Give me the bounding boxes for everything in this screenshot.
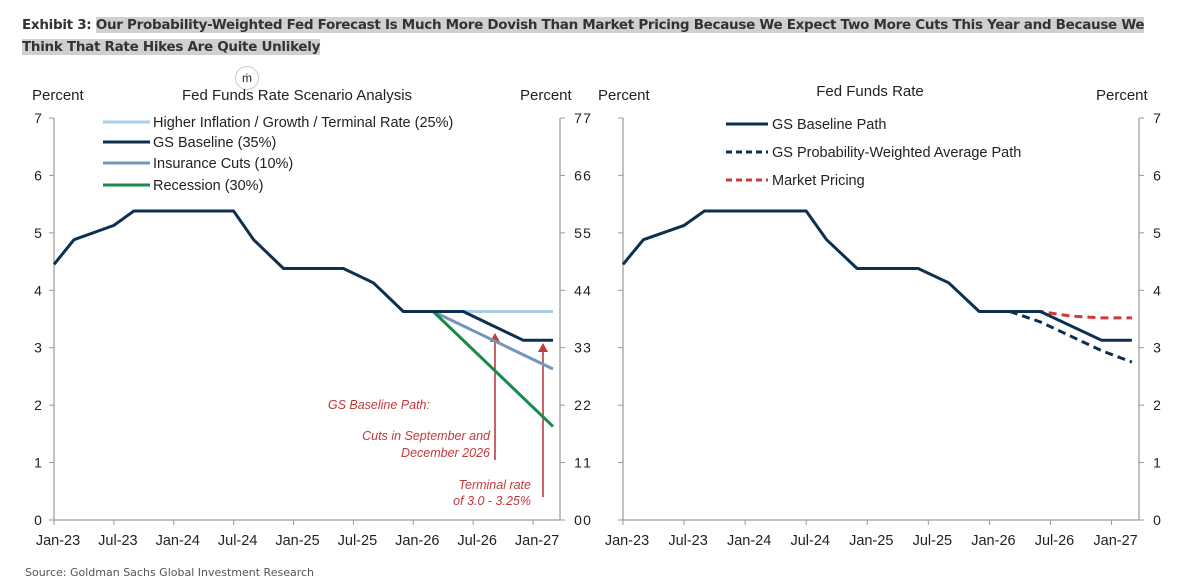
y-tick-label-right: 7 — [574, 110, 582, 126]
series-line-gs-probability-weighted-average-path — [1009, 310, 1133, 364]
series-line-insurance-cuts-10 — [432, 310, 554, 371]
x-tick-label: Jan-24 — [727, 533, 771, 549]
y-tick-label-left: 4 — [34, 282, 42, 298]
y-tick-label-left: 0 — [583, 512, 591, 528]
x-tick-label: Jan-25 — [849, 533, 893, 549]
legend-label: Higher Inflation / Growth / Terminal Rat… — [153, 115, 453, 131]
y-tick-label-right: 1 — [574, 455, 582, 471]
x-tick-label: Jul-24 — [218, 533, 258, 549]
series-line-gs-baseline-path — [621, 209, 1132, 342]
x-tick-label: Jan-23 — [36, 533, 80, 549]
y-tick-label-right: 5 — [1153, 225, 1161, 241]
y-tick-label-left: 2 — [583, 397, 591, 413]
x-tick-label: Jan-24 — [156, 533, 200, 549]
annotation-text: Terminal rate — [459, 478, 532, 492]
y-tick-label-right: 1 — [1153, 455, 1161, 471]
legend-label: GS Baseline (35%) — [153, 135, 276, 151]
annotation-text: of 3.0 - 3.25% — [453, 494, 531, 508]
source-note: Source: Goldman Sachs Global Investment … — [25, 566, 315, 579]
chart-title: Fed Funds Rate — [816, 83, 924, 100]
x-tick-label: Jul-25 — [913, 533, 953, 549]
x-tick-label: Jan-26 — [395, 533, 439, 549]
y-tick-label-right: 5 — [574, 225, 582, 241]
x-tick-label: Jul-23 — [668, 533, 708, 549]
y-axis-label-right: Percent — [1096, 87, 1149, 104]
exhibit-label: Exhibit 3: — [22, 17, 92, 33]
y-axis-label-right: Percent — [520, 87, 573, 104]
exhibit-title: Exhibit 3: Our Probability-Weighted Fed … — [22, 14, 1182, 58]
x-tick-label: Jul-24 — [790, 533, 830, 549]
y-tick-label-left: 1 — [34, 455, 42, 471]
x-tick-label: Jan-27 — [515, 533, 559, 549]
y-tick-label-right: 0 — [1153, 512, 1161, 528]
x-tick-label: Jul-26 — [1035, 533, 1075, 549]
legend-label: GS Probability-Weighted Average Path — [772, 145, 1021, 161]
y-tick-label-right: 3 — [574, 340, 582, 356]
y-tick-label-right: 6 — [1153, 167, 1161, 183]
x-tick-label: Jan-27 — [1093, 533, 1137, 549]
y-tick-label-left: 5 — [34, 225, 42, 241]
legend-label: Insurance Cuts (10%) — [153, 156, 293, 172]
annotation-text: GS Baseline Path: — [328, 398, 430, 412]
y-tick-label-left: 4 — [583, 282, 591, 298]
y-tick-label-left: 1 — [583, 455, 591, 471]
text-cursor-icon: ṁ — [235, 66, 259, 90]
y-tick-label-right: 2 — [1153, 397, 1161, 413]
y-axis-label-left: Percent — [598, 87, 651, 104]
y-tick-label-left: 6 — [34, 167, 42, 183]
x-tick-label: Jul-26 — [457, 533, 497, 549]
y-tick-label-right: 0 — [574, 512, 582, 528]
y-tick-label-left: 0 — [34, 512, 42, 528]
y-axis-label-left: Percent — [32, 87, 85, 104]
y-tick-label-right: 4 — [1153, 282, 1161, 298]
annotation-text: Cuts in September and — [362, 429, 491, 443]
annotation-text: December 2026 — [401, 446, 490, 460]
series-line-gs-baseline-35 — [52, 209, 553, 342]
y-tick-label-left: 3 — [583, 340, 591, 356]
y-tick-label-left: 7 — [34, 110, 42, 126]
y-tick-label-left: 6 — [583, 167, 591, 183]
y-tick-label-left: 7 — [583, 110, 591, 126]
y-tick-label-left: 3 — [34, 340, 42, 356]
x-tick-label: Jan-23 — [605, 533, 649, 549]
y-tick-label-left: 5 — [583, 225, 591, 241]
y-tick-label-right: 7 — [1153, 110, 1161, 126]
y-tick-label-right: 4 — [574, 282, 582, 298]
chart-title: Fed Funds Rate Scenario Analysis — [182, 87, 412, 104]
y-tick-label-right: 2 — [574, 397, 582, 413]
series-line-recession-30 — [432, 310, 555, 428]
y-tick-label-left: 2 — [34, 397, 42, 413]
x-tick-label: Jan-26 — [971, 533, 1015, 549]
x-tick-label: Jan-25 — [275, 533, 319, 549]
y-tick-label-right: 6 — [574, 167, 582, 183]
legend-label: Market Pricing — [772, 173, 865, 189]
x-tick-label: Jul-25 — [338, 533, 378, 549]
arrow-head-icon — [538, 343, 548, 352]
y-tick-label-right: 3 — [1153, 340, 1161, 356]
legend-label: Recession (30%) — [153, 178, 263, 194]
legend-label: GS Baseline Path — [772, 117, 886, 133]
x-tick-label: Jul-23 — [98, 533, 138, 549]
